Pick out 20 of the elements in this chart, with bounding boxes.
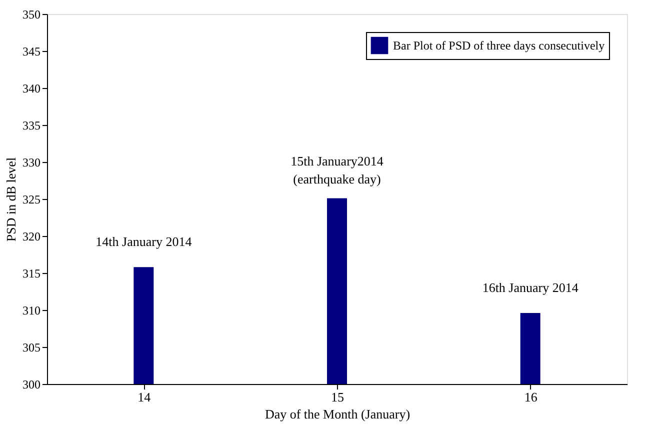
y-tick-label: 325 [22,192,40,206]
annotation: 14th January 2014 [96,234,192,250]
y-tick-label: 300 [22,378,40,392]
y-tick-label: 310 [22,304,40,318]
y-axis-title: PSD in dB level [4,157,18,242]
y-tick-label: 340 [22,82,40,96]
y-tick-label: 315 [22,266,40,280]
x-tick-label: 16 [524,390,538,404]
annotation: 16th January 2014 [482,280,579,295]
y-tick-label: 320 [22,230,40,244]
legend-label: Bar Plot of PSD of three days consecutively [393,38,605,52]
y-tick-label: 345 [22,44,40,58]
y-tick-label: 350 [22,8,40,22]
y-tick-label: 330 [22,156,40,170]
x-tick-label: 14 [138,390,152,404]
x-tick-label: 15 [331,390,344,404]
annotation: 15th January2014 (earthquake day) [290,153,384,186]
y-tick-label: 335 [22,118,40,132]
x-axis-title: Day of the Month (January) [264,406,410,422]
y-tick-label: 305 [22,340,40,354]
